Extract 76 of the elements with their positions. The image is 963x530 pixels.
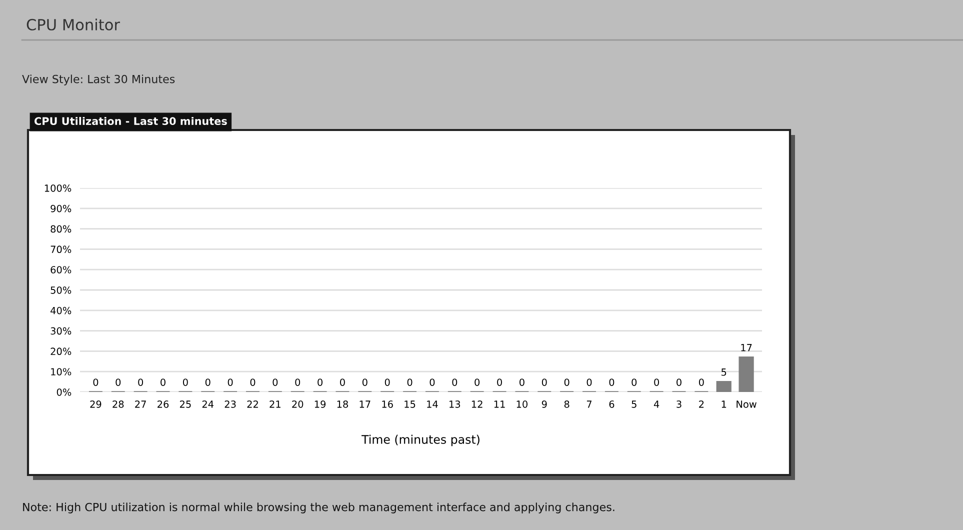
data-label: 0 xyxy=(362,378,368,386)
data-label: 0 xyxy=(116,378,121,386)
x-tick-label: 12 xyxy=(472,400,482,408)
x-tick-label: 26 xyxy=(158,400,169,408)
data-label: 0 xyxy=(676,378,682,386)
data-label: 0 xyxy=(609,378,614,386)
x-tick-label: 28 xyxy=(112,400,124,408)
y-tick-label: 70% xyxy=(50,246,72,254)
x-tick-label: 7 xyxy=(586,400,592,408)
data-label: 0 xyxy=(160,378,166,386)
data-label: 0 xyxy=(205,378,210,386)
data-label: 0 xyxy=(93,378,98,386)
y-tick-label: 30% xyxy=(50,327,72,335)
x-tick-label: 16 xyxy=(382,400,393,408)
data-label: 0 xyxy=(340,378,345,386)
data-label: 0 xyxy=(497,378,502,386)
data-label: 0 xyxy=(632,378,637,386)
x-tick-label: 25 xyxy=(180,400,191,408)
chart-subtitle: CPU Utilization - Last 30 minutes xyxy=(34,116,227,126)
x-tick-label: 11 xyxy=(494,400,505,408)
chart-title: CPU Monitor xyxy=(26,18,120,30)
text: View Style: Last 30 Minutes xyxy=(22,74,175,86)
y-tick-label: 90% xyxy=(50,204,72,212)
x-tick-label: 27 xyxy=(135,400,146,408)
data-label: 0 xyxy=(272,378,278,386)
x-tick-label: 14 xyxy=(427,400,438,408)
x-tick-label: 5 xyxy=(632,400,636,408)
x-axis-title: Time (minutes past) xyxy=(362,434,480,446)
data-label: 0 xyxy=(542,378,547,386)
x-tick-label: 19 xyxy=(314,400,326,408)
y-tick-label: 60% xyxy=(50,266,72,274)
data-label: 0 xyxy=(182,378,188,386)
x-tick-label: 9 xyxy=(542,400,547,408)
x-tick-label: 21 xyxy=(270,400,280,408)
x-tick-label: 13 xyxy=(450,400,460,408)
data-label: 0 xyxy=(474,378,480,386)
y-tick-label: 40% xyxy=(50,306,72,314)
x-tick-label: 8 xyxy=(564,400,570,408)
data-label: 0 xyxy=(452,378,458,386)
data-label: 0 xyxy=(698,378,704,386)
y-tick-label: 80% xyxy=(50,225,72,233)
data-label: 0 xyxy=(318,378,322,386)
data-label: 0 xyxy=(520,378,524,386)
data-label: 0 xyxy=(295,378,300,386)
x-tick-label: 10 xyxy=(516,400,528,408)
data-label: 5 xyxy=(722,368,726,376)
x-tick-label: 23 xyxy=(224,400,236,408)
x-tick-label: Now xyxy=(736,400,756,408)
data-label: 0 xyxy=(586,378,592,386)
y-tick-label: 0% xyxy=(56,388,72,396)
x-tick-label: 1 xyxy=(722,400,726,408)
data-label: 0 xyxy=(564,378,570,386)
y-tick-label: 100% xyxy=(44,184,72,192)
x-tick-label: 15 xyxy=(404,400,416,408)
data-label: 0 xyxy=(654,378,660,386)
x-tick-label: 20 xyxy=(292,400,304,408)
x-tick-label: 22 xyxy=(247,400,258,408)
x-tick-label: 4 xyxy=(654,400,660,408)
x-tick-label: 29 xyxy=(90,400,102,408)
data-label: 0 xyxy=(138,378,144,386)
y-tick-label: 20% xyxy=(50,348,72,356)
x-tick-label: 3 xyxy=(676,400,682,408)
data-label: 17 xyxy=(741,344,752,352)
data-label: 0 xyxy=(407,378,412,386)
data-label: 0 xyxy=(384,378,390,386)
y-tick-label: 10% xyxy=(51,368,72,376)
y-tick-label: 50% xyxy=(50,286,72,294)
x-tick-label: 2 xyxy=(699,400,704,408)
x-tick-label: 24 xyxy=(202,400,214,408)
data-label: 0 xyxy=(250,378,256,386)
data-label: 0 xyxy=(228,378,233,386)
x-tick-label: 17 xyxy=(360,400,370,408)
x-tick-label: 18 xyxy=(337,400,348,408)
data-label: 0 xyxy=(430,378,435,386)
x-tick-label: 6 xyxy=(609,400,614,408)
text: Note: High CPU utilization is normal while browsing the web management interface and applying changes. xyxy=(23,502,614,514)
